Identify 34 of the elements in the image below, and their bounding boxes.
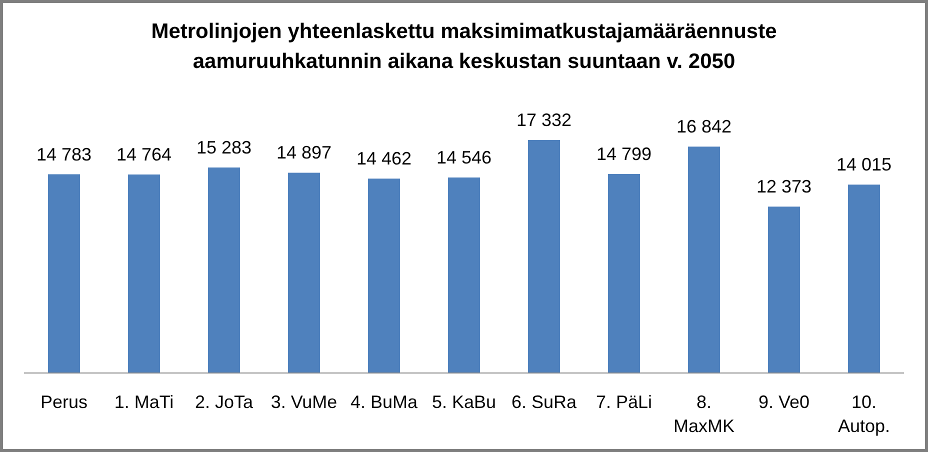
x-tick-label: 5. KaBu <box>432 392 496 412</box>
data-label: 14 015 <box>836 154 892 175</box>
data-label: 15 283 <box>196 138 252 158</box>
bar <box>608 174 640 373</box>
data-label: 14 897 <box>276 142 332 163</box>
x-tick-label: 9. Ve0 <box>758 392 810 412</box>
bar <box>448 177 480 373</box>
bar <box>368 178 400 373</box>
bar <box>128 174 160 373</box>
x-tick-label: 10. Autop. <box>838 392 890 436</box>
x-tick-label: 4. BuMa <box>350 392 418 412</box>
chart-title: Metrolinjojen yhteenlaskettu maksimimatkustajamääräennuste aamuruuhkatunnin aikana keskustan suuntaan v. 2050 <box>150 19 778 75</box>
bar <box>848 184 880 373</box>
data-label: 16 842 <box>676 116 732 137</box>
x-tick-label: Perus <box>40 392 88 412</box>
x-tick-label: 6. SuRa <box>511 392 578 412</box>
data-label: 17 332 <box>516 110 572 130</box>
bar <box>528 140 560 373</box>
data-label: 12 373 <box>756 176 812 197</box>
x-tick-label: 1. MaTi <box>114 392 174 412</box>
data-label: 14 764 <box>116 144 172 165</box>
x-tick-label: 2. JoTa <box>194 392 254 412</box>
bar <box>688 146 720 373</box>
x-tick-label: 8. MaxMK <box>673 392 735 436</box>
bar <box>768 206 800 373</box>
data-label: 14 462 <box>356 148 412 169</box>
bar <box>208 168 240 373</box>
bar <box>288 172 320 373</box>
x-tick-label: 7. PäLi <box>596 392 652 412</box>
bar <box>48 174 80 373</box>
data-label: 14 799 <box>596 144 652 164</box>
x-tick-label: 3. VuMe <box>270 392 338 412</box>
data-label: 14 783 <box>36 144 92 164</box>
data-label: 14 546 <box>436 147 492 168</box>
